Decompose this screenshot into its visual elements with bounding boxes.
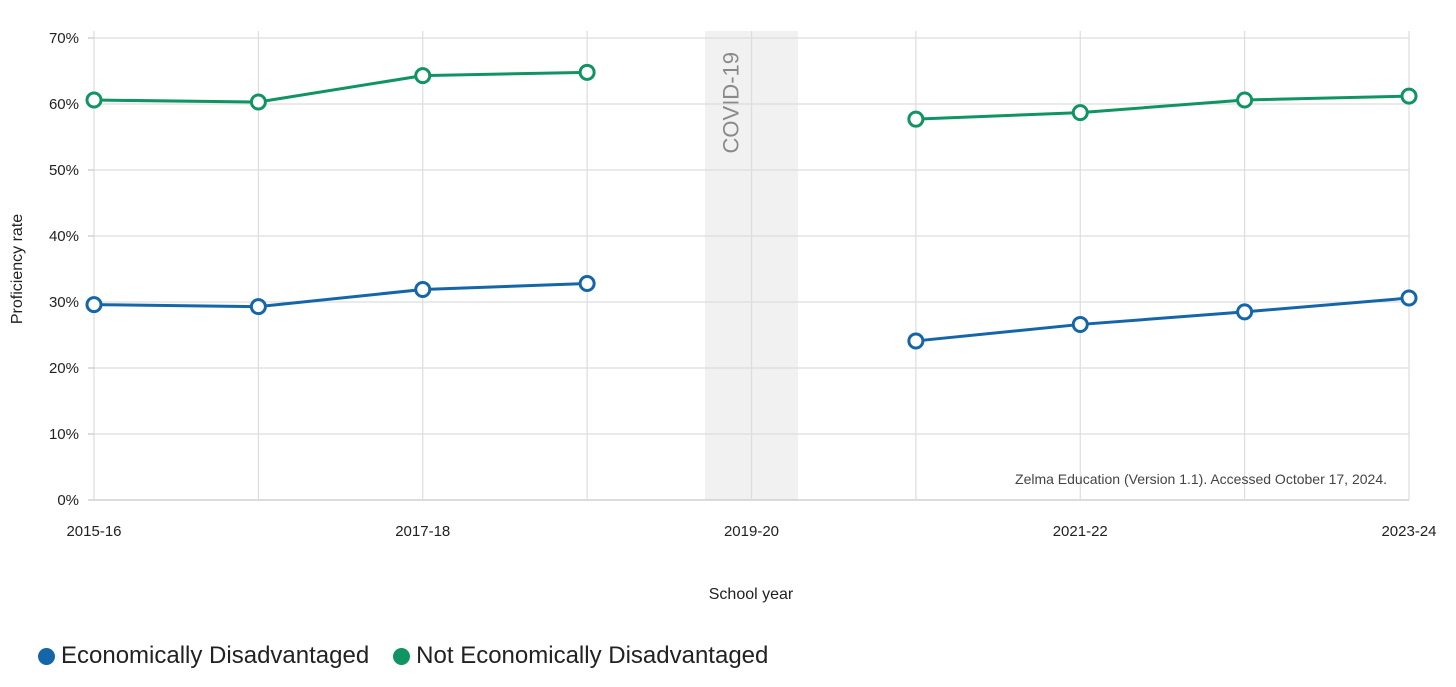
series-layer [85, 63, 1418, 350]
series-economically-disadvantaged [85, 275, 1418, 350]
y-tick-label: 10% [49, 426, 79, 443]
covid-band-label: COVID-19 [719, 52, 744, 153]
y-tick-label: 20% [49, 360, 79, 377]
x-tick-label: 2015-16 [66, 523, 121, 540]
y-tick-label: 30% [49, 294, 79, 311]
y-tick-label: 60% [49, 96, 79, 113]
legend-item-not-economically-disadvantaged[interactable]: Not Economically Disadvantaged [393, 642, 768, 670]
data-point-economically-disadvantaged[interactable] [414, 280, 432, 298]
data-point-economically-disadvantaged[interactable] [249, 298, 267, 316]
data-point-not-economically-disadvantaged[interactable] [907, 110, 925, 128]
legend: Economically Disadvantaged Not Economica… [38, 642, 768, 670]
source-note: Zelma Education (Version 1.1). Accessed … [1015, 471, 1387, 487]
data-point-not-economically-disadvantaged[interactable] [578, 63, 596, 81]
series-not-economically-disadvantaged [85, 63, 1418, 128]
y-tick-label: 50% [49, 162, 79, 179]
y-tick-label: 70% [49, 30, 79, 47]
x-tick-label: 2023-24 [1381, 523, 1436, 540]
x-tick-label: 2021-22 [1053, 523, 1108, 540]
series-line-economically-disadvantaged [93, 282, 588, 309]
x-tick-label: 2019-20 [724, 523, 779, 540]
data-point-economically-disadvantaged[interactable] [1400, 289, 1418, 307]
series-line-economically-disadvantaged [915, 296, 1410, 343]
y-axis-title: Proficiency rate [9, 214, 26, 324]
series-line-not-economically-disadvantaged [915, 94, 1410, 121]
legend-label-economically-disadvantaged: Economically Disadvantaged [61, 642, 370, 669]
y-tick-label: 40% [49, 228, 79, 245]
legend-item-economically-disadvantaged[interactable]: Economically Disadvantaged [38, 642, 369, 670]
data-point-not-economically-disadvantaged[interactable] [1236, 91, 1254, 109]
data-point-economically-disadvantaged[interactable] [1071, 315, 1089, 333]
data-point-not-economically-disadvantaged[interactable] [249, 93, 267, 111]
data-point-not-economically-disadvantaged[interactable] [1400, 87, 1418, 105]
data-point-economically-disadvantaged[interactable] [578, 275, 596, 293]
x-tick-label: 2017-18 [395, 523, 450, 540]
legend-swatch-not-economically-disadvantaged [393, 647, 411, 665]
data-point-economically-disadvantaged[interactable] [85, 296, 103, 314]
x-axis-title: School year [709, 586, 794, 603]
data-point-not-economically-disadvantaged[interactable] [414, 67, 432, 85]
y-tick-label: 0% [57, 492, 79, 509]
data-point-economically-disadvantaged[interactable] [907, 332, 925, 350]
data-point-not-economically-disadvantaged[interactable] [1071, 104, 1089, 122]
legend-label-not-economically-disadvantaged: Not Economically Disadvantaged [416, 642, 769, 669]
data-point-not-economically-disadvantaged[interactable] [85, 91, 103, 109]
data-point-economically-disadvantaged[interactable] [1236, 303, 1254, 321]
legend-swatch-economically-disadvantaged [38, 647, 55, 665]
series-line-not-economically-disadvantaged [93, 70, 588, 104]
label-layer: 0% 10% 20% 30% 40% 50% 60% 70% 2015-16 2017-18 201… [9, 30, 1437, 603]
